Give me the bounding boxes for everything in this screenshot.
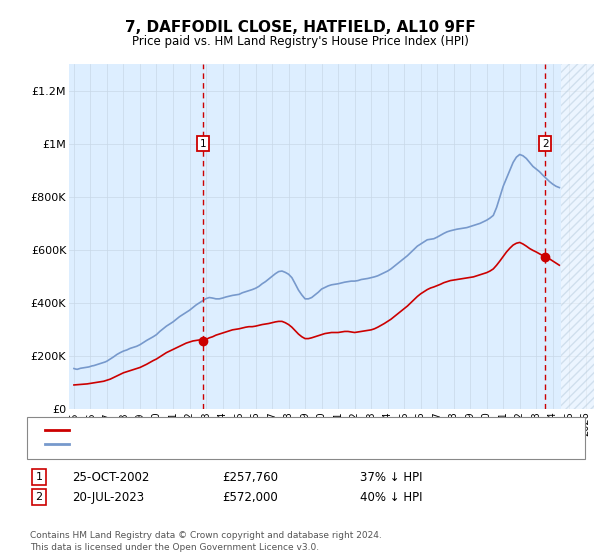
- Text: 7, DAFFODIL CLOSE, HATFIELD, AL10 9FF (detached house): 7, DAFFODIL CLOSE, HATFIELD, AL10 9FF (d…: [73, 424, 403, 435]
- Text: £257,760: £257,760: [222, 470, 278, 484]
- Text: 40% ↓ HPI: 40% ↓ HPI: [360, 491, 422, 504]
- Text: 2: 2: [35, 492, 43, 502]
- Text: 20-JUL-2023: 20-JUL-2023: [72, 491, 144, 504]
- Text: 25-OCT-2002: 25-OCT-2002: [72, 470, 149, 484]
- Text: 1: 1: [200, 139, 206, 149]
- Text: £572,000: £572,000: [222, 491, 278, 504]
- Text: Price paid vs. HM Land Registry's House Price Index (HPI): Price paid vs. HM Land Registry's House …: [131, 35, 469, 48]
- Text: 1: 1: [35, 472, 43, 482]
- Text: HPI: Average price, detached house, Welwyn Hatfield: HPI: Average price, detached house, Welw…: [73, 438, 370, 449]
- Text: 2: 2: [542, 139, 548, 149]
- Text: Contains HM Land Registry data © Crown copyright and database right 2024.
This d: Contains HM Land Registry data © Crown c…: [30, 531, 382, 552]
- Text: 7, DAFFODIL CLOSE, HATFIELD, AL10 9FF: 7, DAFFODIL CLOSE, HATFIELD, AL10 9FF: [125, 20, 475, 35]
- Text: 37% ↓ HPI: 37% ↓ HPI: [360, 470, 422, 484]
- Bar: [561, 64, 594, 409]
